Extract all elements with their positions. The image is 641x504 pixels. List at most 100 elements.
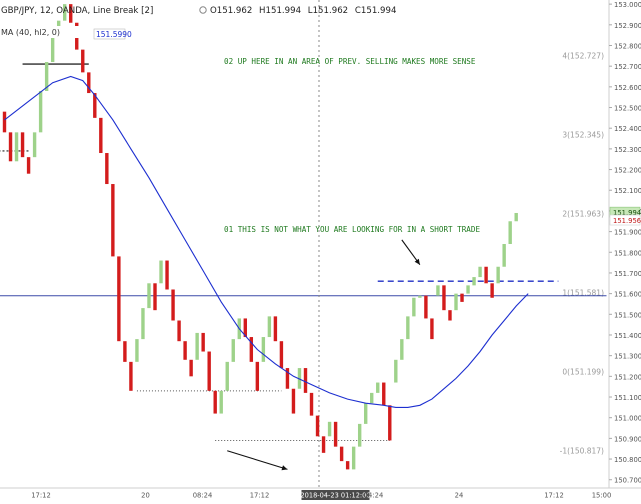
brick-up: [514, 212, 518, 222]
y-tick-label: 151.800: [614, 249, 641, 257]
brick-down: [333, 421, 338, 447]
brick-down: [117, 256, 121, 342]
brick-down: [448, 310, 452, 321]
brick-down: [69, 4, 73, 23]
y-tick-label: 151.300: [614, 353, 641, 361]
brick-up: [44, 62, 49, 91]
brick-up: [370, 392, 374, 404]
x-tick-label: 17:12: [544, 492, 564, 500]
brick-down: [26, 157, 31, 174]
brick-down: [339, 446, 344, 462]
brick-up: [454, 293, 458, 311]
x-tick-label: 08:24: [193, 492, 213, 500]
brick-down: [111, 184, 115, 257]
brick-up: [14, 132, 19, 162]
y-tick-label: 152.400: [614, 125, 641, 133]
brick-up: [466, 285, 470, 294]
ohlc-high-value: 151.994: [266, 6, 302, 16]
brick-up: [261, 337, 266, 362]
brick-down: [430, 318, 434, 340]
brick-up: [219, 390, 223, 414]
brick-down: [388, 405, 392, 441]
fib-level-label: 2(151.963): [562, 210, 604, 219]
y-tick-label: 150.800: [614, 456, 641, 464]
brick-down: [273, 316, 278, 342]
brick-down: [207, 351, 211, 391]
brick-up: [159, 260, 163, 284]
up-arrow[interactable]: [401, 239, 421, 266]
ohlc-close-value: 151.994: [361, 6, 397, 16]
brick-down: [424, 295, 428, 319]
y-tick-label: 150.700: [614, 477, 641, 485]
brick-down: [105, 153, 109, 185]
brick-up: [38, 90, 43, 133]
brick-down: [285, 368, 290, 389]
brick-down: [315, 415, 320, 437]
brick-down: [177, 320, 181, 342]
brick-down: [442, 285, 446, 311]
brick-down: [93, 93, 97, 118]
ohlc-open-label: O: [210, 6, 217, 16]
brick-down: [345, 461, 350, 470]
down-arrow[interactable]: [227, 450, 288, 471]
y-tick-label: 152.900: [614, 22, 641, 30]
y-tick-label: 151.200: [614, 373, 641, 381]
arrow-head: [281, 465, 288, 471]
y-tick-label: 152.800: [614, 42, 641, 50]
brick-up: [496, 266, 500, 284]
x-tick-label: 24: [455, 492, 464, 500]
svg-text:O151.962 H151.994: O151.962 H151.994 L151.962 C151.994: [210, 6, 396, 16]
visibility-icon[interactable]: [199, 6, 207, 14]
brick-down: [183, 341, 187, 360]
y-tick-label: 152.600: [614, 84, 641, 92]
brick-down: [490, 283, 494, 298]
brick-down: [99, 117, 103, 154]
arrow-shaft: [227, 450, 288, 470]
brick-up: [351, 446, 356, 470]
annotation-02[interactable]: 02 UP HERE IN AN AREA OF PREV. SELLING M…: [224, 57, 476, 66]
brick-up: [400, 339, 404, 360]
y-tick-label: 151.900: [614, 229, 641, 237]
brick-up: [502, 244, 506, 267]
brick-up: [225, 361, 229, 391]
fib-level-label: 4(152.727): [562, 52, 604, 61]
brick-down: [171, 289, 175, 321]
brick-up: [50, 37, 55, 63]
crosshair-time-badge: [301, 490, 370, 500]
brick-up: [418, 295, 422, 298]
brick-down: [123, 341, 127, 362]
brick-down: [87, 72, 91, 94]
brick-down: [2, 111, 7, 133]
brick-down: [460, 293, 464, 302]
brick-up: [508, 221, 512, 244]
annotation-01[interactable]: 01 THIS IS NOT WHAT YOU ARE LOOKING FOR …: [224, 225, 480, 234]
brick-down: [213, 390, 217, 414]
ohlc-high-label: H: [259, 6, 265, 16]
brick-up: [472, 277, 476, 286]
brick-up: [412, 297, 416, 317]
y-tick-label: 152.300: [614, 146, 641, 154]
ma-value-box: [93, 28, 126, 40]
y-tick-label: 151.500: [614, 311, 641, 319]
brick-down: [303, 368, 308, 393]
brick-up: [327, 421, 332, 437]
brick-up: [32, 132, 37, 158]
y-tick-label: 150.900: [614, 435, 641, 443]
y-tick-label: 151.100: [614, 394, 641, 402]
x-tick-label: 17:12: [31, 492, 51, 500]
brick-up: [357, 423, 362, 447]
y-tick-label: 151.400: [614, 332, 641, 340]
ma-legend-label[interactable]: MA (40, hl2, 0): [1, 28, 60, 37]
brick-down: [309, 392, 314, 416]
brick-down: [249, 337, 254, 362]
secondary-price-label: 151.956: [613, 217, 641, 225]
moving-average-line[interactable]: [4, 75, 529, 408]
brick-up: [63, 4, 67, 21]
brick-down: [20, 132, 25, 158]
brick-down: [189, 359, 193, 377]
brick-down: [484, 266, 488, 284]
brick-up: [394, 359, 398, 383]
arrow-head: [414, 258, 420, 265]
time-axis[interactable]: 17:12 20 08:24 17:12 2018-04-23 01:12:0004:2…: [31, 490, 611, 500]
